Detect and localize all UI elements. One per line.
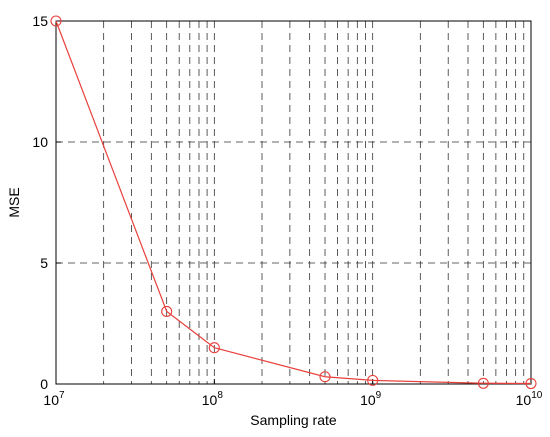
series [50,15,537,390]
y-tick-label: 0 [40,376,48,392]
x-tick-label: 1010 [516,390,543,408]
data-point [319,371,331,383]
data-point [367,374,379,386]
y-tick-label: 10 [32,134,48,150]
y-tick-label: 5 [40,255,48,271]
data-point [161,305,173,317]
data-point [525,377,537,390]
data-point [208,342,220,354]
x-tick-label: 109 [360,390,382,408]
y-axis-label: MSE [6,187,22,217]
x-tick-label: 108 [202,390,224,408]
data-point [477,377,489,389]
grid [56,21,531,384]
axis-ticks: 107 108 109 1010 0 5 10 15 [32,13,542,408]
y-tick-label: 15 [32,13,48,29]
x-tick-label: 107 [43,390,65,408]
x-axis-label: Sampling rate [250,412,337,428]
series-line [55,20,532,385]
plot-frame [55,20,532,385]
data-point [50,15,62,27]
